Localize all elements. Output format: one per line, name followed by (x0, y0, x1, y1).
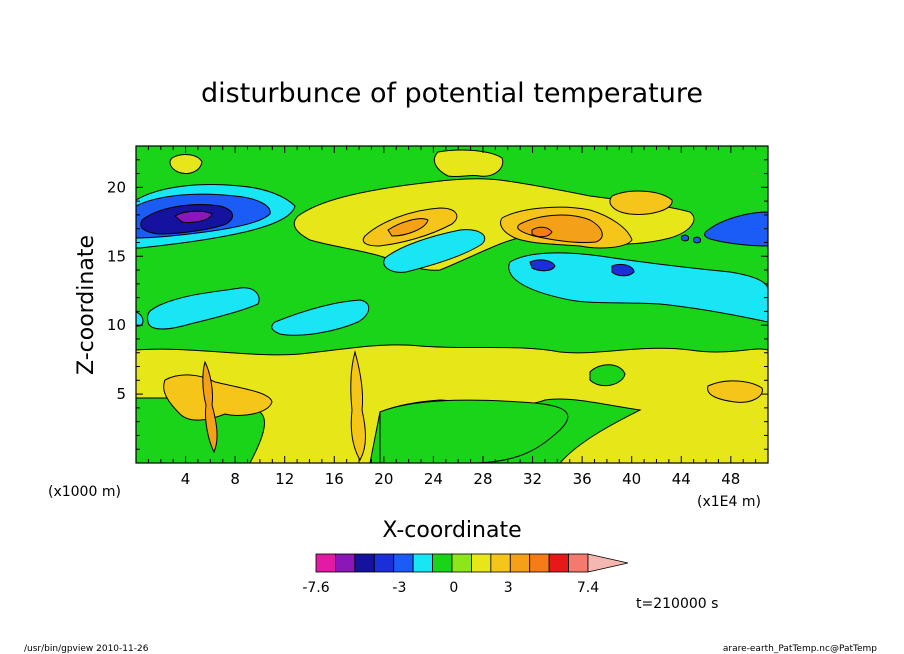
y-tick-label: 20 (107, 178, 126, 196)
colorbar-label: 7.4 (577, 580, 599, 596)
cool-dot-right-1 (681, 234, 689, 242)
neutral-patch-1 (379, 399, 569, 463)
colorbar-swatch (471, 553, 492, 573)
colorbar-swatch (412, 553, 433, 573)
colorbar-swatch (568, 553, 589, 573)
colorbar-label: 3 (504, 580, 513, 596)
y-axis: 5 10 15 20 (107, 159, 768, 450)
x-tick-label: 32 (523, 470, 542, 488)
x-tick-label: 24 (424, 470, 443, 488)
warm-band-top (433, 149, 504, 178)
warm-blob-top-right (609, 190, 673, 215)
colorbar-swatch (490, 553, 511, 573)
x-scale-note: (x1E4 m) (697, 494, 761, 510)
cool-peak-upper-left (174, 210, 213, 223)
cool-region-upper-right (704, 211, 768, 247)
colorbar: -7.6 -3 0 3 7.4 (302, 553, 629, 596)
cool-lobe-right (508, 252, 768, 323)
cool-dot-right-2 (693, 236, 701, 244)
x-tick-label: 16 (325, 470, 344, 488)
colorbar-swatch (529, 553, 550, 573)
y-scale-note: (x1000 m) (48, 484, 121, 500)
colorbar-swatch (451, 553, 472, 573)
x-axis-label: X-coordinate (382, 518, 521, 543)
x-tick-label: 8 (230, 470, 240, 488)
x-tick-label: 20 (374, 470, 393, 488)
plume-2 (350, 350, 366, 462)
x-tick-label: 12 (275, 470, 294, 488)
colorbar-arrow (587, 553, 629, 573)
plume-1 (202, 360, 218, 454)
cool-core-right-1 (529, 259, 556, 272)
cool-blob-upper-center (383, 229, 486, 273)
time-label: t=210000 s (636, 596, 718, 612)
colorbar-swatch (373, 553, 395, 573)
y-tick-label: 5 (116, 385, 126, 403)
colorbar-swatch (354, 553, 375, 573)
cool-band-mid-left (147, 287, 260, 330)
warm-blob-low-2 (707, 380, 763, 403)
x-tick-label: 48 (721, 470, 740, 488)
colorbar-swatch (509, 553, 531, 573)
colorbar-swatch (393, 553, 414, 573)
plot-frame (135, 145, 769, 464)
x-tick-label: 36 (573, 470, 592, 488)
colorbar-label: -3 (392, 580, 406, 596)
footer-right: arare-earth_PatTemp.nc@PatTemp (723, 644, 877, 654)
chart-title: disturbunce of potential temperature (201, 78, 703, 109)
y-axis-label: Z-coordinate (74, 235, 99, 375)
colorbar-swatch (335, 553, 356, 573)
colorbar-swatch (315, 553, 336, 573)
contour-field (136, 146, 768, 463)
neutral-patch-2 (589, 364, 626, 387)
warm-core-upper-left-inner (387, 218, 429, 237)
colorbar-swatch (548, 553, 569, 573)
cool-small-left (136, 311, 144, 327)
warm-blob-low-1 (163, 374, 273, 421)
x-tick-label: 28 (473, 470, 492, 488)
y-tick-label: 15 (107, 247, 126, 265)
cool-core-right-2 (611, 263, 635, 277)
cool-band-mid-center (271, 299, 370, 336)
colorbar-label: 0 (449, 580, 458, 596)
warm-blob-top-left (169, 154, 203, 175)
x-axis: 4 8 12 16 20 24 28 32 36 40 44 48 (147, 146, 757, 488)
colorbar-label: -7.6 (302, 580, 329, 596)
warm-core-upper-right-peak (531, 226, 553, 238)
y-tick-label: 10 (107, 316, 126, 334)
colorbar-swatch (432, 553, 453, 573)
x-tick-label: 40 (622, 470, 641, 488)
warm-band-upper (293, 178, 695, 271)
x-tick-label: 4 (181, 470, 191, 488)
x-tick-label: 44 (672, 470, 691, 488)
footer-left: /usr/bin/gpview 2010-11-26 (24, 644, 149, 654)
